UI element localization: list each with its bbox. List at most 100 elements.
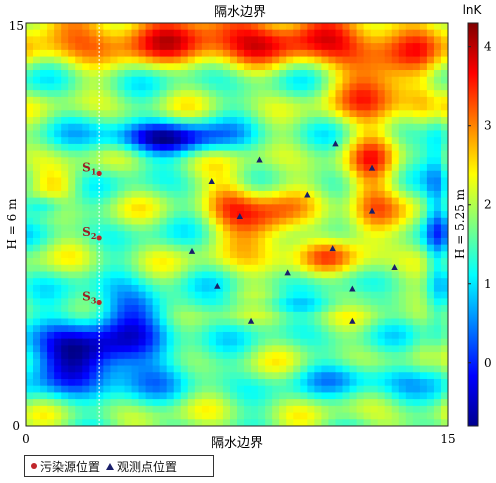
heatmap-cell: [419, 43, 428, 51]
heatmap-cell: [68, 385, 76, 394]
heatmap-cell: [131, 412, 140, 420]
heatmap-cell: [117, 298, 126, 306]
heatmap-cell: [293, 405, 301, 414]
heatmap-cell: [314, 325, 322, 333]
heatmap-cell: [321, 325, 330, 333]
heatmap-cell: [61, 76, 69, 85]
heatmap-cell: [440, 110, 448, 118]
heatmap-cell: [272, 103, 280, 111]
heatmap-cell: [215, 49, 224, 58]
heatmap-cell: [96, 358, 104, 367]
heatmap-cell: [96, 56, 104, 64]
heatmap-cell: [215, 271, 224, 279]
heatmap-cell: [187, 177, 196, 185]
heatmap-cell: [356, 96, 365, 105]
heatmap-cell: [349, 412, 358, 420]
heatmap-cell: [75, 56, 83, 64]
heatmap-cell: [61, 56, 69, 64]
heatmap-cell: [321, 217, 330, 226]
heatmap-cell: [433, 23, 442, 31]
heatmap-cell: [286, 76, 294, 85]
heatmap-cell: [419, 29, 428, 38]
heatmap-cell: [208, 184, 217, 192]
heatmap-cell: [356, 184, 365, 192]
heatmap-cell: [124, 271, 133, 279]
heatmap-cell: [110, 305, 119, 313]
heatmap-cell: [89, 224, 97, 232]
heatmap-cell: [440, 298, 448, 306]
heatmap-cell: [279, 130, 287, 138]
heatmap-cell: [440, 96, 448, 105]
heatmap-cell: [391, 419, 400, 426]
heatmap-cell: [33, 123, 41, 132]
heatmap-cell: [194, 177, 203, 185]
heatmap-cell: [370, 318, 379, 326]
heatmap-cell: [279, 103, 287, 111]
heatmap-cell: [384, 150, 393, 158]
heatmap-cell: [440, 284, 448, 293]
heatmap-cell: [26, 284, 34, 293]
heatmap-cell: [307, 43, 315, 51]
heatmap-cell: [61, 345, 69, 353]
heatmap-cell: [251, 43, 259, 51]
heatmap-cell: [349, 244, 358, 252]
heatmap-cell: [68, 150, 76, 158]
heatmap-cell: [194, 258, 203, 266]
heatmap-cell: [363, 291, 372, 299]
heatmap-cell: [110, 204, 119, 212]
heatmap-cell: [440, 76, 448, 85]
heatmap-cell: [187, 331, 196, 340]
heatmap-cell: [173, 76, 182, 85]
heatmap-cell: [47, 204, 55, 212]
heatmap-cell: [265, 204, 273, 212]
heatmap-cell: [215, 36, 224, 44]
heatmap-cell: [384, 49, 393, 58]
heatmap-cell: [208, 63, 217, 71]
heatmap-cell: [342, 117, 351, 125]
heatmap-cell: [208, 331, 217, 340]
heatmap-cell: [222, 325, 231, 333]
heatmap-cell: [307, 49, 315, 58]
heatmap-cell: [208, 345, 217, 353]
heatmap-cell: [412, 352, 421, 360]
heatmap-cell: [54, 63, 62, 71]
heatmap-cell: [89, 419, 97, 426]
heatmap-cell: [426, 70, 435, 78]
heatmap-cell: [370, 110, 379, 118]
heatmap-cell: [335, 284, 344, 293]
heatmap-cell: [89, 291, 97, 299]
heatmap-cell: [54, 90, 62, 98]
heatmap-cell: [33, 365, 41, 373]
heatmap-cell: [159, 231, 168, 239]
heatmap-cell: [307, 325, 315, 333]
heatmap-cell: [82, 305, 90, 313]
heatmap-cell: [138, 103, 147, 111]
heatmap-cell: [314, 123, 322, 132]
heatmap-cell: [222, 170, 231, 179]
heatmap-cell: [138, 264, 147, 273]
heatmap-cell: [293, 143, 301, 152]
heatmap-cell: [398, 170, 407, 179]
heatmap-cell: [391, 251, 400, 259]
heatmap-cell: [405, 190, 414, 199]
heatmap-cell: [384, 56, 393, 64]
heatmap-cell: [180, 157, 189, 165]
heatmap-cell: [82, 177, 90, 185]
heatmap-cell: [272, 405, 280, 414]
heatmap-cell: [300, 378, 308, 387]
heatmap-cell: [272, 143, 280, 152]
heatmap-cell: [208, 70, 217, 78]
heatmap-cell: [293, 271, 301, 279]
heatmap-cell: [293, 43, 301, 51]
heatmap-cell: [279, 56, 287, 64]
heatmap-cell: [145, 352, 154, 360]
heatmap-cell: [180, 130, 189, 138]
heatmap-cell: [237, 271, 245, 279]
heatmap-cell: [307, 251, 315, 259]
heatmap-cell: [272, 197, 280, 205]
heatmap-cell: [356, 83, 365, 91]
heatmap-cell: [314, 49, 322, 58]
heatmap-cell: [75, 224, 83, 232]
heatmap-cell: [300, 291, 308, 299]
heatmap-cell: [187, 56, 196, 64]
